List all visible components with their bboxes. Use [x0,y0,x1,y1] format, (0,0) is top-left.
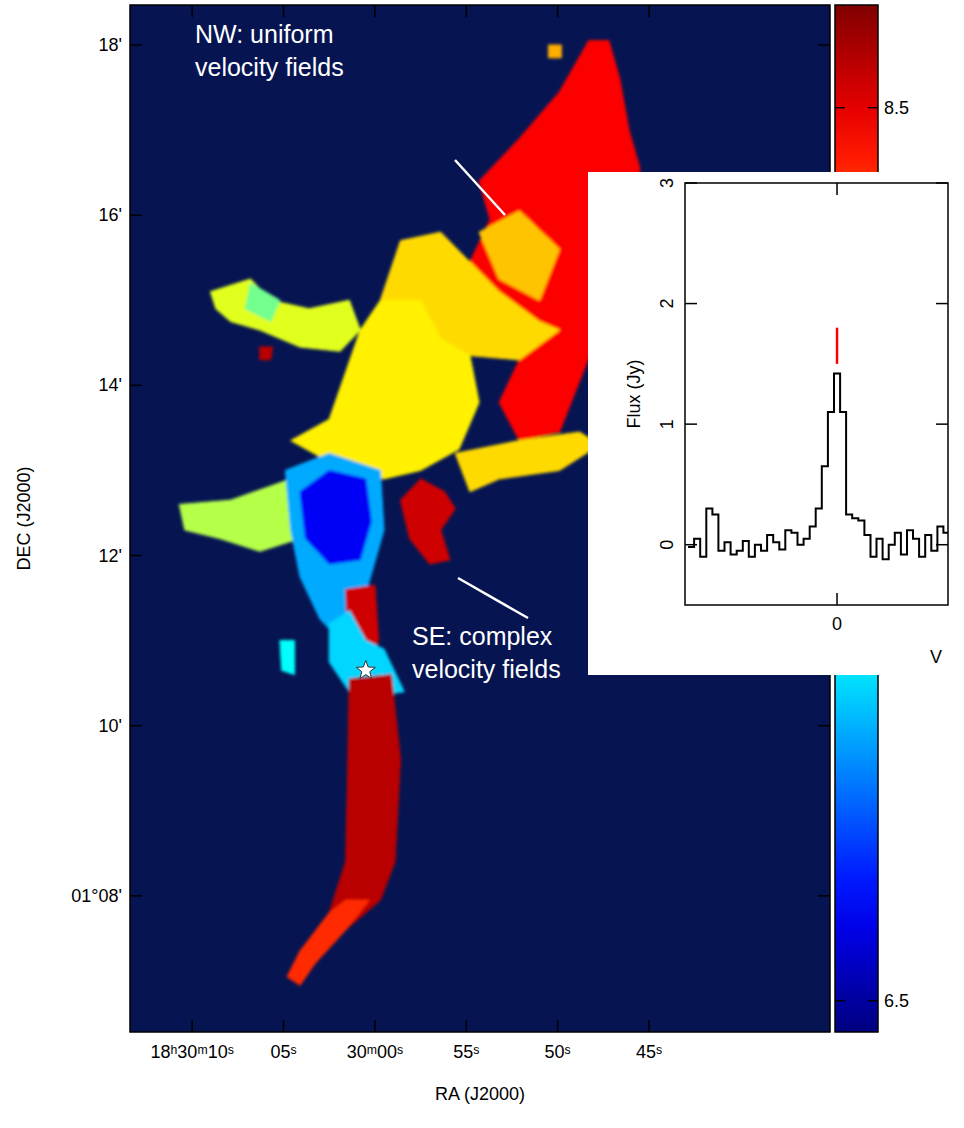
x-tick [191,1020,193,1032]
y-axis-title: DEC (J2000) [14,466,34,570]
y-tick-label: 18ʹ [99,35,122,55]
inset-y-tick-right [936,303,948,305]
x-tick-label: 45ˢ [636,1042,662,1062]
inset-x-axis-title: V [930,647,942,667]
x-tick-top [557,5,559,17]
y-tick [130,555,142,557]
inset-y-tick [685,423,697,425]
x-tick-label: 18ʰ30ᵐ10ˢ [150,1042,233,1062]
velocity-region [280,641,295,675]
star [356,660,375,678]
x-axis-title: RA (J2000) [435,1084,525,1104]
inset-frame [685,183,948,605]
leader-line [455,160,505,215]
x-tick [648,1020,650,1032]
y-tick-label: 16ʹ [99,205,122,225]
velocity-region [455,432,599,492]
inset-y-tick-label: 1 [657,419,677,429]
inset-y-tick [685,544,697,546]
colorbar-tick-label: 6.5 [884,991,909,1011]
annotation: SE: complex [412,622,553,650]
velocity-region [549,45,562,58]
x-tick [466,1020,468,1032]
annotation: NW: uniform [195,20,333,48]
inset-x-tick-top [836,183,838,195]
inset-y-tick [685,182,697,184]
y-tick [130,44,142,46]
x-tick-label: 50ˢ [545,1042,571,1062]
inset-x-tick [836,593,838,605]
y-tick [130,725,142,727]
colorbar-tick [868,107,878,109]
inset-y-tick-right [936,544,948,546]
y-tick-right [818,44,830,46]
velocity-region [210,279,360,351]
x-tick-top [374,5,376,17]
annotation: velocity fields [195,53,344,81]
y-tick-right [818,725,830,727]
x-tick-top [283,5,285,17]
y-tick [130,895,142,897]
x-tick-top [466,5,468,17]
velocity-region [260,347,273,360]
x-tick [557,1020,559,1032]
inset-y-tick-label: 2 [657,299,677,309]
colorbar-tick [868,1000,878,1002]
y-tick-label: 14ʹ [99,375,122,395]
inset-y-axis-title: Flux (Jy) [624,360,644,429]
inset-y-tick [685,303,697,305]
inset-y-tick-right [936,423,948,425]
inset-y-tick-label: 0 [657,540,677,550]
inset-y-tick-label: 3 [657,178,677,188]
y-tick-label: 01°08ʹ [71,886,122,906]
leader-line [458,578,528,618]
velocity-region [300,470,371,564]
x-tick-top [191,5,193,17]
plot-area [179,41,640,986]
x-tick-label: 30ᵐ00ˢ [347,1042,403,1062]
annotation: velocity fields [412,655,561,683]
inset-plot-area [688,328,948,560]
regions [179,41,640,986]
velocity-region [179,479,300,551]
velocity-region [287,900,369,985]
colorbar-tick [835,107,845,109]
line-marker [836,328,839,364]
x-tick-label: 55ˢ [453,1042,479,1062]
inset-y-tick-right [936,182,948,184]
x-tick-top [648,5,650,17]
inset-x-tick-label: 0 [832,614,842,634]
figure: 18ʰ30ᵐ10ˢ 05ˢ 30ᵐ00ˢ 55ˢ 50ˢ 45ˢ 01°08ʹ 10ʹ 12ʹ 1… [0,0,964,1128]
x-tick-label: 05ˢ [270,1042,296,1062]
x-tick [283,1020,285,1032]
colorbar-tick [835,1000,845,1002]
velocity-region [245,283,280,321]
y-tick-right [818,895,830,897]
spectrum-line [688,374,948,560]
colorbar-tick-label: 8.5 [884,98,909,118]
y-tick [130,385,142,387]
velocity-region [401,479,456,564]
velocity-region [287,675,400,986]
y-tick [130,214,142,216]
y-tick-label: 10ʹ [99,716,122,736]
y-tick-label: 12ʹ [99,546,122,566]
inset-background [588,172,958,675]
x-tick [374,1020,376,1032]
